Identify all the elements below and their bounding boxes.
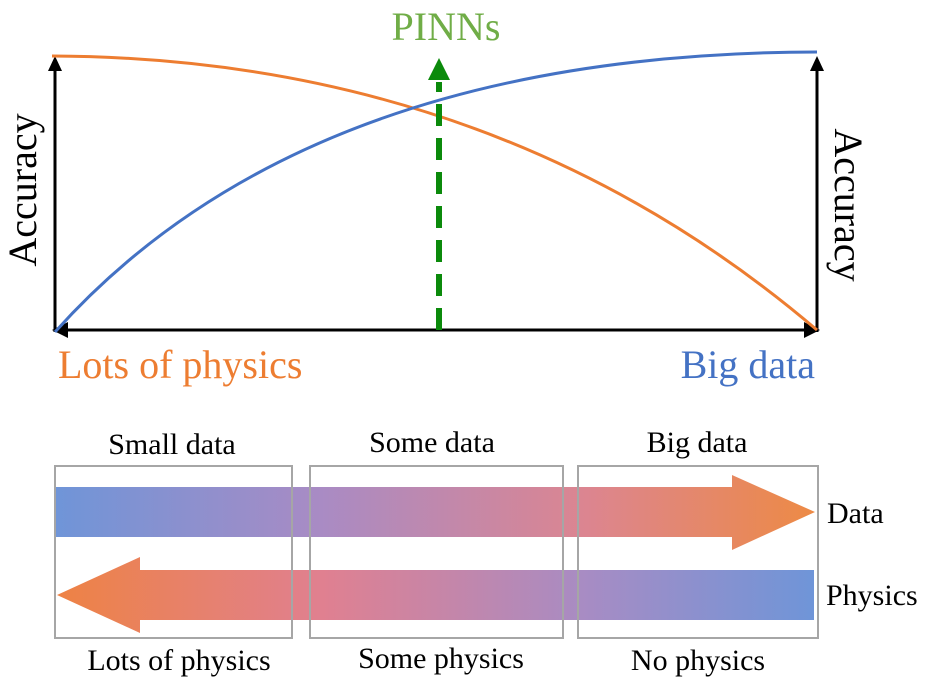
left-accuracy-axis	[48, 56, 62, 332]
data-arrow-label: Data	[827, 497, 884, 530]
physics-gradient-arrow	[57, 557, 814, 633]
column-top-label-big-data: Big data	[647, 426, 748, 459]
column-bottom-label-lots-of-physics: Lots of physics	[87, 644, 270, 677]
pinns-label: PINNs	[392, 4, 501, 49]
column-box-big-data	[577, 465, 819, 639]
lots-of-physics-end-label: Lots of physics	[58, 342, 302, 387]
column-top-label-some-data: Some data	[369, 426, 495, 459]
right-accuracy-label: Accuracy	[826, 128, 871, 281]
physics-arrow-label: Physics	[826, 579, 918, 612]
physics-accuracy-curve	[51, 54, 818, 332]
right-accuracy-axis	[810, 56, 824, 332]
left-accuracy-label: Accuracy	[0, 113, 45, 266]
column-bottom-label-some-physics: Some physics	[358, 642, 524, 675]
big-data-end-label: Big data	[681, 342, 816, 387]
column-box-small-data	[54, 465, 293, 639]
column-bottom-label-no-physics: No physics	[631, 644, 765, 677]
data-gradient-arrow	[55, 475, 815, 550]
data-accuracy-curve	[53, 50, 818, 334]
pinns-dashed-arrow	[428, 58, 450, 330]
column-box-some-data	[309, 465, 564, 639]
column-top-label-small-data: Small data	[108, 428, 235, 461]
